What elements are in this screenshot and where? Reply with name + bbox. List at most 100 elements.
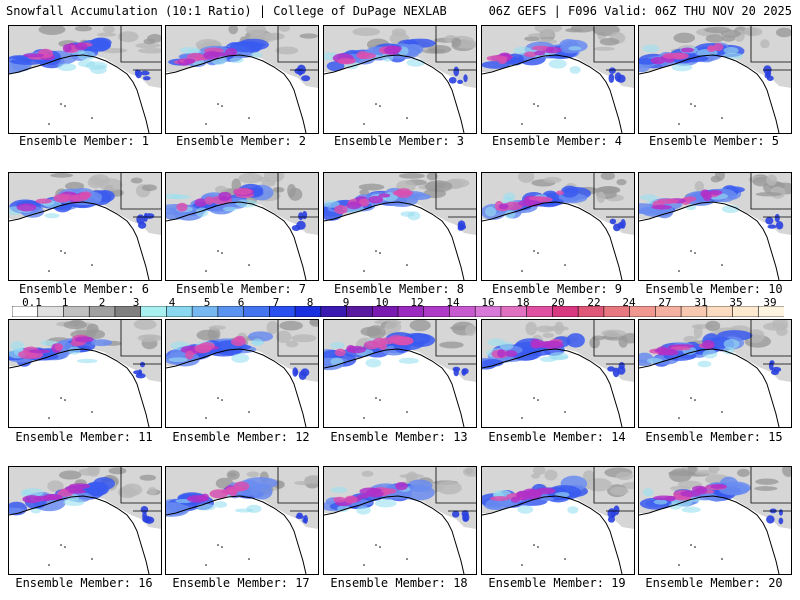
colorbar-swatch [243,306,271,317]
member-number: 17 [295,576,310,590]
caption-prefix: Ensemble Member: [648,134,772,148]
member-number: 3 [456,134,465,148]
member-number: 12 [295,430,310,444]
ensemble-member-caption: Ensemble Member: 13 [320,430,478,444]
colorbar-tick-label: 6 [237,296,245,309]
ensemble-map-panel [165,466,319,575]
ensemble-member-caption: Ensemble Member: 10 [635,282,793,296]
ensemble-member-caption: Ensemble Member: 11 [5,430,163,444]
caption-prefix: Ensemble Member: [491,134,615,148]
member-number: 7 [298,282,307,296]
colorbar-tick-label: 8 [306,296,314,309]
caption-prefix: Ensemble Member: [18,282,142,296]
colorbar-swatch [757,306,784,317]
member-number: 4 [614,134,623,148]
member-number: 6 [141,282,150,296]
colorbar-tick-label: 16 [481,296,495,309]
ensemble-member-caption: Ensemble Member: 9 [478,282,636,296]
chart-title: Snowfall Accumulation (10:1 Ratio) | Col… [6,4,447,18]
ensemble-map-panel [8,172,162,281]
colorbar-tick-label: 22 [587,296,601,309]
caption-prefix: Ensemble Member: [172,576,296,590]
member-number: 13 [453,430,468,444]
caption-prefix: Ensemble Member: [175,134,299,148]
colorbar-tick-label: 31 [694,296,708,309]
colorbar-swatch [526,306,554,317]
member-number: 8 [456,282,465,296]
ensemble-member-caption: Ensemble Member: 6 [5,282,163,296]
caption-prefix: Ensemble Member: [333,134,457,148]
colorbar-tick-label: 7 [272,296,280,309]
ensemble-member-caption: Ensemble Member: 14 [478,430,636,444]
colorbar-tick-label: 10 [375,296,389,309]
caption-prefix: Ensemble Member: [333,282,457,296]
colorbar-tick-label: 35 [729,296,743,309]
colorbar-tick-label: 14 [446,296,460,309]
colorbar-tick-label: 20 [551,296,565,309]
ensemble-map-panel [165,172,319,281]
colorbar-tick-label: 27 [658,296,672,309]
colorbar-tick-label: 3 [132,296,140,309]
member-number: 9 [614,282,623,296]
ensemble-member-caption: Ensemble Member: 1 [5,134,163,148]
ensemble-member-caption: Ensemble Member: 17 [162,576,320,590]
caption-prefix: Ensemble Member: [645,282,769,296]
caption-prefix: Ensemble Member: [330,576,454,590]
ensemble-map-panel [481,25,635,134]
caption-prefix: Ensemble Member: [330,430,454,444]
model-run-info: 06Z GEFS | F096 Valid: 06Z THU NOV 20 20… [488,4,792,18]
member-number: 10 [768,282,783,296]
ensemble-map-panel [323,466,477,575]
colorbar-tick-label: 2 [98,296,106,309]
colorbar-tick-label: 9 [342,296,350,309]
ensemble-member-caption: Ensemble Member: 5 [635,134,793,148]
ensemble-map-panel [638,319,792,428]
member-number: 19 [611,576,626,590]
caption-prefix: Ensemble Member: [18,134,142,148]
ensemble-map-panel [8,466,162,575]
ensemble-map-panel [481,172,635,281]
ensemble-map-panel [638,172,792,281]
ensemble-member-caption: Ensemble Member: 2 [162,134,320,148]
ensemble-member-caption: Ensemble Member: 7 [162,282,320,296]
member-number: 16 [138,576,153,590]
ensemble-map-panel [638,466,792,575]
ensemble-member-caption: Ensemble Member: 19 [478,576,636,590]
ensemble-map-panel [8,25,162,134]
caption-prefix: Ensemble Member: [491,282,615,296]
colorbar-swatch [140,306,168,317]
ensemble-map-panel [638,25,792,134]
colorbar-tick-label: 4 [168,296,176,309]
member-number: 11 [138,430,153,444]
caption-prefix: Ensemble Member: [645,430,769,444]
colorbar-tick-label: 39 [763,296,777,309]
ensemble-member-caption: Ensemble Member: 12 [162,430,320,444]
ensemble-member-caption: Ensemble Member: 20 [635,576,793,590]
ensemble-map-panel [165,25,319,134]
colorbar-tick-label: 24 [622,296,636,309]
member-number: 15 [768,430,783,444]
ensemble-map-panel [323,25,477,134]
member-number: 14 [611,430,626,444]
caption-prefix: Ensemble Member: [172,430,296,444]
ensemble-map-panel [481,319,635,428]
colorbar-tick-label: 5 [203,296,211,309]
ensemble-member-caption: Ensemble Member: 15 [635,430,793,444]
caption-prefix: Ensemble Member: [645,576,769,590]
colorbar-tick-label: 12 [410,296,424,309]
member-number: 2 [298,134,307,148]
ensemble-map-panel [481,466,635,575]
ensemble-map-panel [323,319,477,428]
caption-prefix: Ensemble Member: [488,430,612,444]
member-number: 5 [771,134,780,148]
caption-prefix: Ensemble Member: [15,430,139,444]
colorbar-labels: 0.1 1 2 3 4 5 6 7 8 9 10 12 14 16 18 20 22 24 27 31 35 39 [12,296,784,309]
colorbar-tick-label: 0.1 [22,296,42,309]
caption-prefix: Ensemble Member: [15,576,139,590]
caption-prefix: Ensemble Member: [488,576,612,590]
caption-prefix: Ensemble Member: [175,282,299,296]
ensemble-member-caption: Ensemble Member: 4 [478,134,636,148]
ensemble-map-panel [323,172,477,281]
colorbar-tick-label: 1 [61,296,69,309]
member-number: 1 [141,134,150,148]
